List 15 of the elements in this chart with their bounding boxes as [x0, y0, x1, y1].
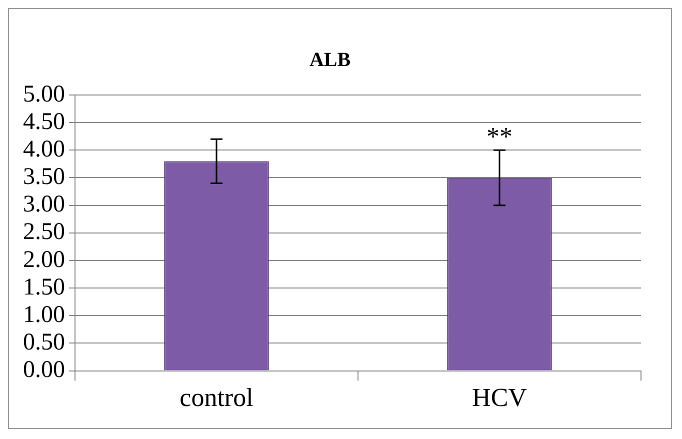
- chart-title: ALB: [309, 49, 351, 72]
- y-tick-label: 2.50: [23, 219, 65, 246]
- y-tick-label: 0.50: [23, 330, 65, 356]
- y-tick-label: 0.00: [23, 357, 65, 384]
- y-tick-label: 4.00: [23, 136, 65, 162]
- annotation: **: [486, 122, 512, 151]
- x-tick-label: control: [180, 383, 254, 412]
- y-tick-label: 5.00: [23, 81, 65, 108]
- y-tick-label: 3.00: [23, 192, 65, 218]
- y-tick-label: 4.50: [23, 108, 65, 135]
- x-tick-label: HCV: [472, 383, 528, 412]
- y-tick-label: 2.00: [23, 246, 65, 273]
- y-tick-label: 1.50: [23, 274, 65, 300]
- y-tick-label: 3.50: [23, 164, 65, 190]
- y-tick-label: 1.00: [23, 302, 65, 328]
